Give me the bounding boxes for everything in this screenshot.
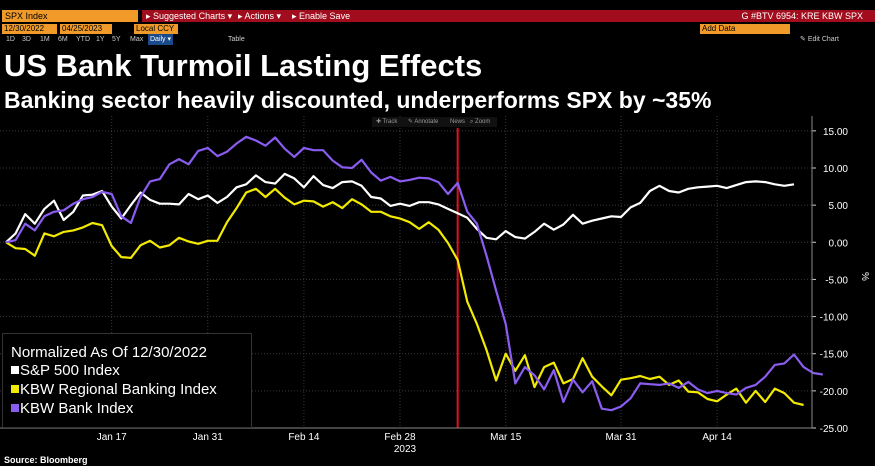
- track-tool[interactable]: ✚ Track: [376, 119, 398, 125]
- range-6m[interactable]: 6M: [58, 36, 68, 43]
- x-tick-label: Feb 28: [384, 432, 416, 443]
- chart-subtitle: Banking sector heavily discounted, under…: [4, 87, 712, 113]
- period-select[interactable]: Daily ▾: [148, 34, 174, 45]
- series-line-spx: [5, 172, 795, 244]
- y-tick-label: 10.00: [823, 164, 848, 175]
- legend-swatch-kre: [11, 385, 19, 393]
- terminal-menu-bar: SPX Index ▸ Suggested Charts ▾ ▸ Actions…: [0, 0, 875, 24]
- x-tick-label: Mar 31: [605, 432, 637, 443]
- enable-save-menu[interactable]: ▸ Enable Save: [292, 11, 351, 21]
- y-tick-label: 15.00: [823, 127, 848, 138]
- series-line-bkx: [5, 135, 823, 412]
- x-year-label: 2023: [394, 444, 417, 455]
- legend: Normalized As Of 12/30/2022 S&P 500 Inde…: [2, 333, 252, 428]
- news-tool[interactable]: News: [450, 119, 466, 125]
- ticker-field[interactable]: SPX Index: [2, 10, 138, 22]
- x-tick-labels: Jan 17 Jan 31 Feb 14 Feb 28 Mar 15 Mar 31 Apr …: [0, 427, 812, 443]
- table-button[interactable]: Table: [228, 36, 245, 43]
- legend-item-spx: S&P 500 Index: [11, 362, 120, 380]
- range-1y[interactable]: 1Y: [96, 36, 105, 43]
- legend-title: Normalized As Of 12/30/2022: [11, 344, 207, 361]
- chart-info-text: G #BTV 6954: KRE KBW SPX: [741, 11, 863, 21]
- chart-toolbar: ✚ Track ✎ Annotate News ⌕ Zoom: [372, 117, 497, 127]
- actions-menu[interactable]: ▸ Actions ▾: [238, 11, 282, 21]
- start-date-field[interactable]: 12/30/2022: [2, 24, 57, 34]
- y-tick-label: 5.00: [829, 201, 849, 212]
- y-tick-label: -10.00: [820, 313, 849, 324]
- range-1d[interactable]: 1D: [6, 36, 15, 43]
- range-3d[interactable]: 3D: [22, 36, 31, 43]
- range-max[interactable]: Max: [130, 36, 144, 43]
- y-tick-label: -5.00: [825, 275, 848, 286]
- x-tick-label: Feb 14: [288, 432, 320, 443]
- source-note: Source: Bloomberg: [4, 455, 88, 465]
- series-lines: [5, 135, 823, 412]
- legend-swatch-spx: [11, 366, 19, 374]
- legend-item-kre: KBW Regional Banking Index: [11, 381, 217, 399]
- range-ytd[interactable]: YTD: [76, 36, 90, 43]
- x-tick-label: Jan 31: [193, 432, 223, 443]
- y-tick-label: -25.00: [820, 424, 849, 435]
- x-grid: [111, 116, 718, 428]
- add-data-field[interactable]: Add Data: [700, 24, 790, 34]
- menu-strip: ▸ Suggested Charts ▾ ▸ Actions ▾ ▸ Enabl…: [142, 10, 875, 22]
- date-range-bar: 12/30/2022 04/25/2023 Local CCY Add Data: [0, 24, 875, 34]
- y-tick-label: -20.00: [820, 387, 849, 398]
- range-5y[interactable]: 5Y: [112, 36, 121, 43]
- x-tick-label: Apr 14: [702, 432, 732, 443]
- currency-field[interactable]: Local CCY: [134, 24, 178, 34]
- y-tick-label: -15.00: [820, 350, 849, 361]
- suggested-charts-menu[interactable]: ▸ Suggested Charts ▾: [146, 11, 233, 21]
- edit-chart-button[interactable]: ✎ Edit Chart: [800, 36, 839, 43]
- legend-item-bkx: KBW Bank Index: [11, 400, 133, 418]
- legend-swatch-bkx: [11, 404, 19, 412]
- x-tick-label: Jan 17: [97, 432, 127, 443]
- end-date-field[interactable]: 04/25/2023: [60, 24, 112, 34]
- chart-title: US Bank Turmoil Lasting Effects: [4, 48, 483, 83]
- annotate-tool[interactable]: ✎ Annotate: [408, 119, 439, 125]
- y-tick-labels: 15.00 10.00 5.00 0.00 -5.00 -10.00 -15.00 -20.0…: [811, 116, 849, 435]
- y-axis-label: %: [859, 272, 870, 281]
- x-tick-label: Mar 15: [490, 432, 522, 443]
- y-tick-label: 0.00: [829, 238, 849, 249]
- zoom-tool[interactable]: ⌕ Zoom: [470, 119, 491, 125]
- range-1m[interactable]: 1M: [40, 36, 50, 43]
- range-toolbar: 1D 3D 1M 6M YTD 1Y 5Y Max Daily ▾ Table …: [0, 34, 875, 45]
